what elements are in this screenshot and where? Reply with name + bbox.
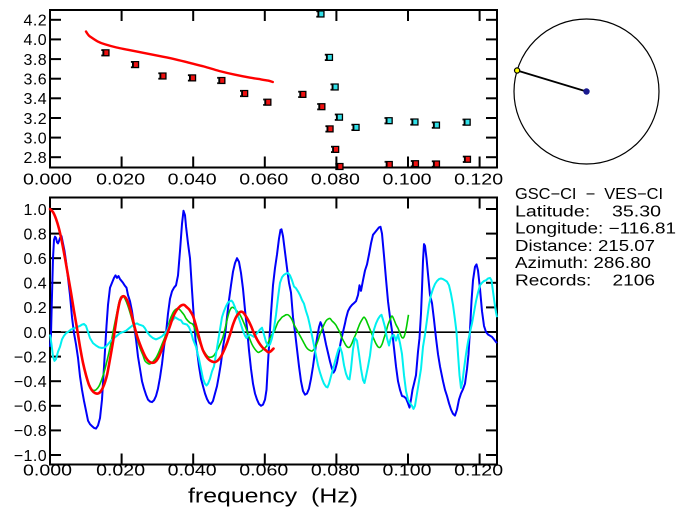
- svg-text:−0.2: −0.2: [14, 349, 47, 366]
- svg-text:−0.8: −0.8: [14, 423, 47, 440]
- svg-text:3.4: 3.4: [24, 91, 47, 108]
- svg-text:−1.0: −1.0: [14, 448, 47, 465]
- svg-text:Longitude: −116.81: Longitude: −116.81: [515, 221, 676, 238]
- svg-text:0.100: 0.100: [383, 172, 432, 189]
- svg-text:0.080: 0.080: [311, 172, 360, 189]
- svg-text:0.040: 0.040: [168, 463, 217, 480]
- svg-text:0.8: 0.8: [24, 226, 47, 243]
- svg-text:4.0: 4.0: [24, 32, 47, 49]
- svg-text:Azimuth: 286.80: Azimuth: 286.80: [515, 255, 651, 272]
- svg-text:0.020: 0.020: [96, 463, 145, 480]
- svg-text:3.2: 3.2: [24, 111, 47, 128]
- svg-text:0.4: 0.4: [24, 276, 47, 293]
- svg-text:frequency (Hz): frequency (Hz): [188, 486, 358, 508]
- svg-text:3.6: 3.6: [24, 72, 47, 89]
- svg-text:0.040: 0.040: [168, 172, 217, 189]
- svg-text:0.120: 0.120: [454, 172, 503, 189]
- svg-text:0.6: 0.6: [24, 251, 47, 268]
- svg-text:3.8: 3.8: [24, 52, 47, 69]
- svg-text:0.100: 0.100: [383, 463, 432, 480]
- svg-text:0.000: 0.000: [23, 172, 72, 189]
- svg-text:0.120: 0.120: [454, 463, 503, 480]
- svg-text:3.0: 3.0: [24, 130, 47, 147]
- svg-text:4.2: 4.2: [24, 13, 47, 30]
- svg-text:Records: 2106: Records: 2106: [515, 272, 655, 289]
- svg-text:0.020: 0.020: [96, 172, 145, 189]
- svg-text:0.060: 0.060: [239, 463, 288, 480]
- svg-text:1.0: 1.0: [24, 202, 47, 219]
- svg-text:Distance: 215.07: Distance: 215.07: [515, 238, 655, 255]
- svg-text:−0.6: −0.6: [14, 399, 47, 416]
- svg-text:Latitude: 35.30: Latitude: 35.30: [515, 203, 661, 220]
- svg-text:2.8: 2.8: [24, 150, 47, 167]
- svg-text:−0.4: −0.4: [14, 374, 47, 391]
- svg-text:0.2: 0.2: [24, 300, 47, 317]
- svg-text:0.0: 0.0: [24, 325, 47, 342]
- svg-text:0.080: 0.080: [311, 463, 360, 480]
- svg-text:0.000: 0.000: [23, 463, 72, 480]
- svg-text:GSC−CI − VES−CI: GSC−CI − VES−CI: [515, 186, 663, 203]
- svg-text:0.060: 0.060: [239, 172, 288, 189]
